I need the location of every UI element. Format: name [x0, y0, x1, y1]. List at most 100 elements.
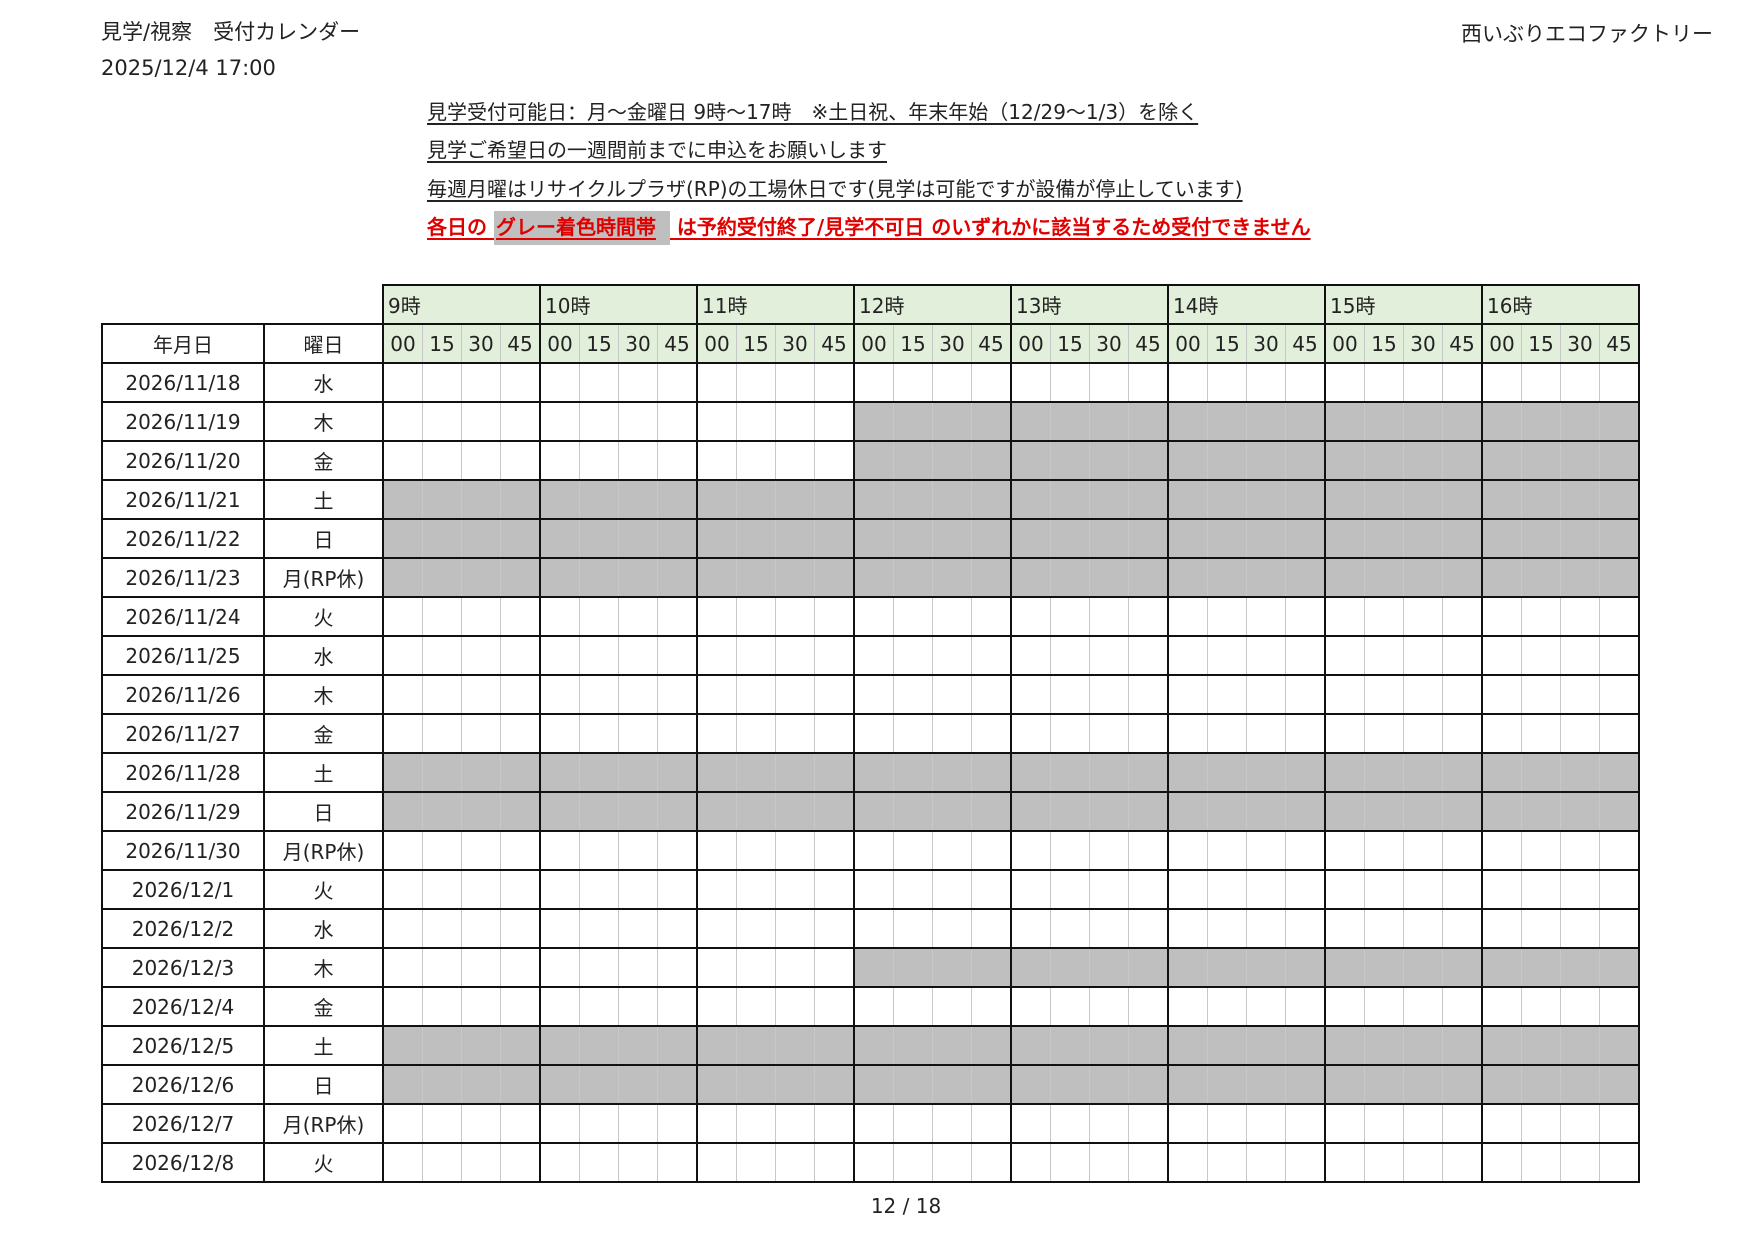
slot-available[interactable] [932, 362, 972, 403]
slot-available[interactable] [1010, 830, 1051, 871]
slot-available[interactable] [1089, 1142, 1129, 1183]
slot-available[interactable] [1521, 908, 1561, 949]
slot-available[interactable] [618, 830, 658, 871]
slot-available[interactable] [971, 362, 1012, 403]
slot-available[interactable] [775, 713, 815, 754]
slot-available[interactable] [1167, 1103, 1208, 1144]
slot-available[interactable] [539, 440, 580, 481]
slot-available[interactable] [1560, 830, 1600, 871]
slot-available[interactable] [932, 635, 972, 676]
slot-available[interactable] [1521, 1103, 1561, 1144]
slot-available[interactable] [500, 986, 541, 1027]
slot-available[interactable] [1481, 1103, 1522, 1144]
slot-available[interactable] [1324, 830, 1365, 871]
slot-available[interactable] [1285, 674, 1326, 715]
slot-available[interactable] [1285, 596, 1326, 637]
slot-available[interactable] [1167, 596, 1208, 637]
slot-available[interactable] [696, 1103, 737, 1144]
slot-available[interactable] [1442, 596, 1483, 637]
slot-available[interactable] [1442, 986, 1483, 1027]
slot-available[interactable] [814, 908, 855, 949]
slot-available[interactable] [1599, 674, 1640, 715]
slot-available[interactable] [1403, 869, 1443, 910]
slot-available[interactable] [893, 986, 933, 1027]
slot-available[interactable] [539, 1103, 580, 1144]
slot-available[interactable] [893, 635, 933, 676]
slot-available[interactable] [1521, 635, 1561, 676]
slot-available[interactable] [1521, 674, 1561, 715]
slot-available[interactable] [1089, 674, 1129, 715]
slot-available[interactable] [696, 947, 737, 988]
slot-available[interactable] [1010, 1103, 1051, 1144]
slot-available[interactable] [1481, 869, 1522, 910]
slot-available[interactable] [1599, 986, 1640, 1027]
slot-available[interactable] [1050, 908, 1090, 949]
slot-available[interactable] [1364, 362, 1404, 403]
slot-available[interactable] [461, 674, 501, 715]
slot-available[interactable] [1442, 1103, 1483, 1144]
slot-available[interactable] [736, 1142, 776, 1183]
slot-available[interactable] [1403, 635, 1443, 676]
slot-available[interactable] [971, 908, 1012, 949]
slot-available[interactable] [500, 596, 541, 637]
slot-available[interactable] [1010, 635, 1051, 676]
slot-available[interactable] [971, 1142, 1012, 1183]
slot-available[interactable] [932, 986, 972, 1027]
slot-available[interactable] [500, 635, 541, 676]
slot-available[interactable] [1481, 713, 1522, 754]
slot-available[interactable] [1560, 596, 1600, 637]
slot-available[interactable] [1560, 869, 1600, 910]
slot-available[interactable] [461, 713, 501, 754]
slot-available[interactable] [1403, 596, 1443, 637]
slot-available[interactable] [422, 986, 462, 1027]
slot-available[interactable] [1128, 1103, 1169, 1144]
slot-available[interactable] [539, 986, 580, 1027]
slot-available[interactable] [1599, 596, 1640, 637]
slot-available[interactable] [657, 401, 698, 442]
slot-available[interactable] [1285, 635, 1326, 676]
slot-available[interactable] [1167, 635, 1208, 676]
slot-available[interactable] [932, 674, 972, 715]
slot-available[interactable] [461, 908, 501, 949]
slot-available[interactable] [1285, 986, 1326, 1027]
slot-available[interactable] [1442, 674, 1483, 715]
slot-available[interactable] [696, 635, 737, 676]
slot-available[interactable] [696, 986, 737, 1027]
slot-available[interactable] [618, 908, 658, 949]
slot-available[interactable] [775, 635, 815, 676]
slot-available[interactable] [696, 1142, 737, 1183]
slot-available[interactable] [500, 1103, 541, 1144]
slot-available[interactable] [853, 362, 894, 403]
slot-available[interactable] [1442, 1142, 1483, 1183]
slot-available[interactable] [1207, 1103, 1247, 1144]
slot-available[interactable] [1442, 830, 1483, 871]
slot-available[interactable] [775, 362, 815, 403]
slot-available[interactable] [932, 869, 972, 910]
slot-available[interactable] [1324, 674, 1365, 715]
slot-available[interactable] [971, 986, 1012, 1027]
slot-available[interactable] [1089, 986, 1129, 1027]
slot-available[interactable] [1364, 908, 1404, 949]
slot-available[interactable] [422, 401, 462, 442]
slot-available[interactable] [461, 362, 501, 403]
slot-available[interactable] [1010, 674, 1051, 715]
slot-available[interactable] [1128, 830, 1169, 871]
slot-available[interactable] [1167, 713, 1208, 754]
slot-available[interactable] [696, 869, 737, 910]
slot-available[interactable] [775, 986, 815, 1027]
slot-available[interactable] [618, 947, 658, 988]
slot-available[interactable] [1285, 908, 1326, 949]
slot-available[interactable] [1010, 869, 1051, 910]
slot-available[interactable] [539, 830, 580, 871]
slot-available[interactable] [1521, 830, 1561, 871]
slot-available[interactable] [1128, 635, 1169, 676]
slot-available[interactable] [775, 1142, 815, 1183]
slot-available[interactable] [1285, 869, 1326, 910]
slot-available[interactable] [853, 713, 894, 754]
slot-available[interactable] [814, 986, 855, 1027]
slot-available[interactable] [382, 869, 423, 910]
slot-available[interactable] [1050, 869, 1090, 910]
slot-available[interactable] [971, 830, 1012, 871]
slot-available[interactable] [1246, 908, 1286, 949]
slot-available[interactable] [579, 1142, 619, 1183]
